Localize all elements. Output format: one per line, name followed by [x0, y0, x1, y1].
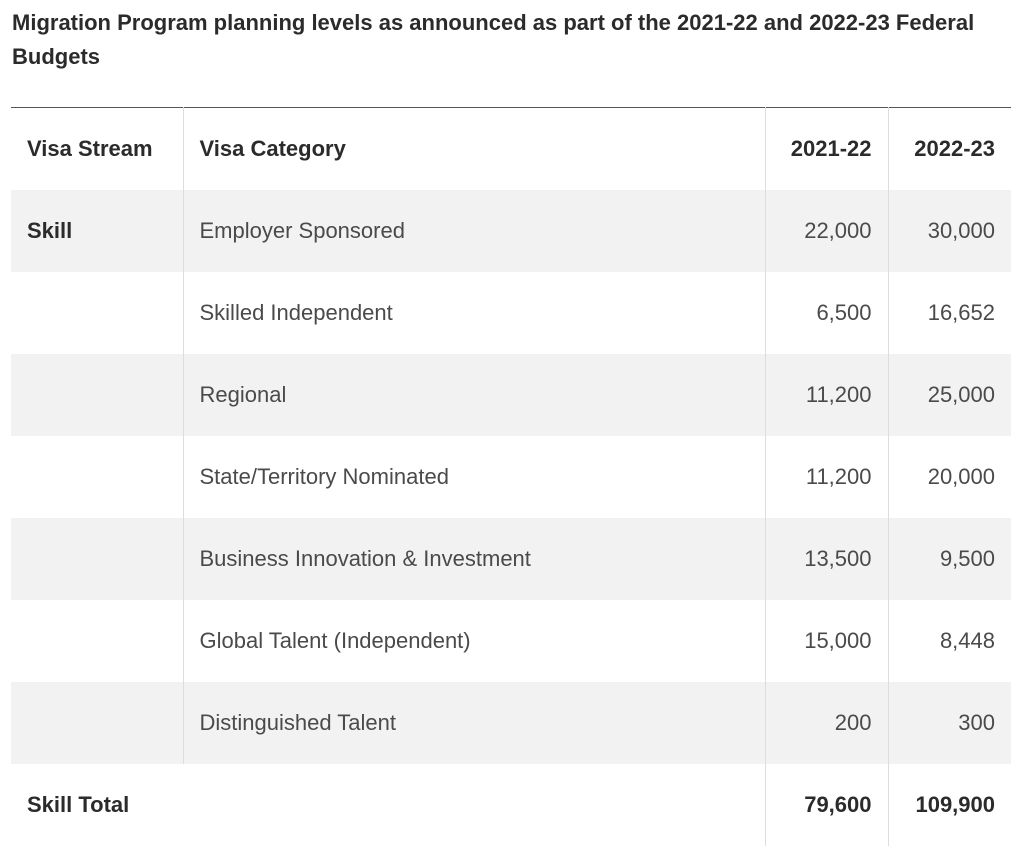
- value-2022-23-cell: 16,652: [887, 271, 1011, 354]
- value-2021-22-cell: 200: [764, 681, 888, 764]
- visa-category-cell: Global Talent (Independent): [182, 599, 765, 682]
- value-2022-23-cell: 30,000: [887, 189, 1011, 272]
- visa-category-cell: Distinguished Talent: [182, 681, 765, 764]
- visa-category-cell: Skilled Independent: [182, 271, 765, 354]
- table-row: Regional 11,200 25,000: [11, 353, 1011, 436]
- visa-category-cell: Employer Sponsored: [182, 189, 765, 272]
- value-2022-23-cell: 8,448: [887, 599, 1011, 682]
- migration-planning-table: Visa Stream Visa Category 2021-22 2022-2…: [11, 107, 1011, 846]
- visa-category-cell: Business Innovation & Investment: [182, 517, 765, 600]
- visa-stream-cell: [11, 272, 183, 354]
- visa-stream-cell: [11, 353, 183, 436]
- table-row: Skilled Independent 6,500 16,652: [11, 271, 1011, 354]
- table-row: Global Talent (Independent) 15,000 8,448: [11, 599, 1011, 682]
- value-2022-23-cell: 25,000: [887, 353, 1011, 436]
- value-2021-22-cell: 11,200: [764, 435, 888, 518]
- value-2021-22-cell: 11,200: [764, 353, 888, 436]
- value-2021-22-cell: 6,500: [764, 271, 888, 354]
- header-2021-22: 2021-22: [764, 107, 888, 190]
- header-2022-23: 2022-23: [887, 107, 1011, 190]
- value-2021-22-cell: 15,000: [764, 599, 888, 682]
- visa-stream-cell: [11, 681, 183, 764]
- visa-category-cell: State/Territory Nominated: [182, 435, 765, 518]
- value-2021-22-cell: 22,000: [764, 189, 888, 272]
- header-visa-category: Visa Category: [182, 107, 765, 190]
- skill-total-row: Skill Total 79,600 109,900: [11, 763, 1011, 846]
- table-caption: Migration Program planning levels as ann…: [12, 10, 975, 69]
- skill-total-label: Skill Total: [11, 763, 765, 846]
- value-2022-23-cell: 20,000: [887, 435, 1011, 518]
- value-2022-23-cell: 9,500: [887, 517, 1011, 600]
- table-header-row: Visa Stream Visa Category 2021-22 2022-2…: [11, 107, 1011, 190]
- visa-category-cell: Regional: [182, 353, 765, 436]
- value-2021-22-cell: 13,500: [764, 517, 888, 600]
- table-row: Business Innovation & Investment 13,500 …: [11, 517, 1011, 600]
- value-2022-23-cell: 300: [887, 681, 1011, 764]
- visa-stream-cell: Skill: [11, 189, 183, 272]
- total-2022-23-cell: 109,900: [887, 763, 1011, 846]
- table-row: State/Territory Nominated 11,200 20,000: [11, 435, 1011, 518]
- total-2021-22-cell: 79,600: [764, 763, 888, 846]
- visa-stream-cell: [11, 600, 183, 682]
- visa-stream-cell: [11, 517, 183, 600]
- header-visa-stream: Visa Stream: [27, 135, 153, 161]
- table-row: Skill Employer Sponsored 22,000 30,000: [11, 189, 1011, 272]
- table-row: Distinguished Talent 200 300: [11, 681, 1011, 764]
- visa-stream-cell: [11, 436, 183, 518]
